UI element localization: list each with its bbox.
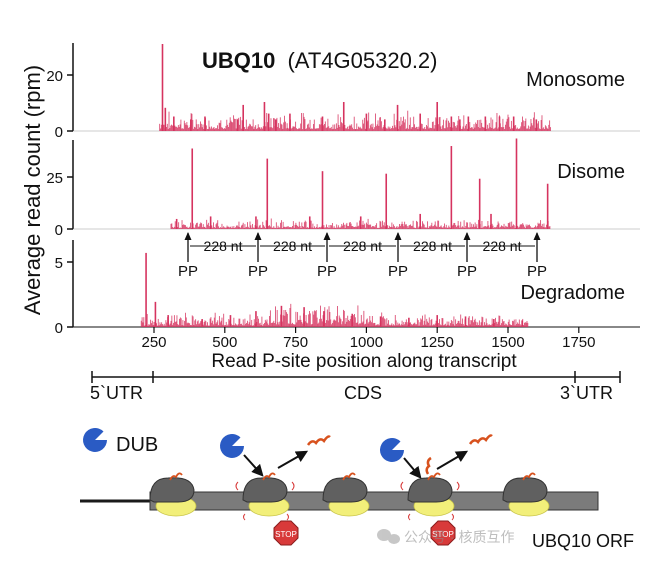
pp-label: PP (178, 263, 198, 280)
ubiquitin-chain (306, 435, 331, 446)
spacing-label: 228 nt (273, 238, 312, 254)
ytick-disome-0: 0 (55, 222, 63, 239)
x-tick-label: 1250 (421, 334, 454, 351)
pp-label: PP (388, 263, 408, 280)
x-tick-label: 1500 (491, 334, 524, 351)
spacing-label: 228 nt (413, 238, 452, 254)
title-gene: UBQ10 (202, 48, 275, 73)
x-axis-label: Read P-site position along transcript (211, 351, 517, 372)
transcript-regions: 5`UTR CDS 3`UTR (90, 371, 621, 403)
ubiquitin-chain (468, 434, 493, 445)
pp-label: PP (457, 263, 477, 280)
x-tick-label: 1750 (562, 334, 595, 351)
ribosome (149, 472, 197, 517)
ytick-monosome-0: 0 (55, 124, 63, 141)
pp-markers: PP PP PP PP PP PP 228 nt 228 nt 228 nt 228 nt 228 … (178, 232, 547, 280)
panel-label-disome: Disome (557, 161, 625, 183)
spacing-label: 228 nt (483, 238, 522, 254)
arrow (403, 457, 422, 479)
ytick-degradome-0: 0 (55, 320, 63, 337)
ytick-disome-25: 25 (46, 170, 63, 187)
schematic: DUB STOP STOP (80, 427, 634, 551)
watermark: 公众号 · 核质互作 (377, 529, 514, 545)
panel-label-degradome: Degradome (520, 282, 625, 304)
page-title: UBQ10 (AT4G05320.2) (202, 48, 438, 73)
dub-icon (220, 433, 244, 458)
x-tick-label: 750 (283, 334, 308, 351)
dub-icon (83, 427, 107, 452)
ytick-degradome-5: 5 (55, 255, 63, 272)
arrow (243, 454, 264, 477)
pp-label: PP (527, 263, 547, 280)
stop-sign: STOP (273, 520, 299, 546)
title-transcript: (AT4G05320.2) (287, 48, 437, 73)
watermark-text: 公众号 · 核质互作 (404, 529, 514, 545)
x-axis: 250 500 750 1000 1250 1500 1750 (141, 327, 595, 351)
ribosome (322, 472, 370, 517)
y-axis-label: Average read count (rpm) (20, 65, 45, 315)
spacing-label: 228 nt (343, 238, 382, 254)
ubiquitin-chain (425, 456, 432, 475)
stop-label: STOP (432, 530, 454, 539)
stop-label: STOP (275, 530, 297, 539)
panel-monosome: 0 20 Monosome (46, 43, 640, 141)
region-cds: CDS (344, 383, 382, 403)
region-5utr: 5`UTR (90, 383, 143, 403)
dub-label: DUB (116, 434, 158, 456)
panel-label-monosome: Monosome (526, 69, 625, 91)
disome-signal (170, 138, 551, 229)
ytick-monosome-20: 20 (46, 68, 63, 85)
degradome-signal (140, 252, 529, 327)
ribosome (502, 472, 550, 517)
x-tick-label: 1000 (350, 334, 383, 351)
ribosomes (149, 472, 550, 521)
pp-label: PP (248, 263, 268, 280)
region-3utr: 3`UTR (560, 383, 613, 403)
monosome-signal (159, 44, 551, 131)
panel-degradome: 0 5 Degradome (55, 240, 640, 337)
arrow (277, 450, 309, 469)
ribosome (400, 472, 460, 521)
orf-label: UBQ10 ORF (532, 531, 634, 551)
stop-sign: STOP (430, 520, 456, 546)
x-tick-label: 500 (212, 334, 237, 351)
dub-icon (380, 437, 404, 462)
ribosome (235, 472, 295, 521)
arrow (436, 450, 469, 470)
pp-label: PP (317, 263, 337, 280)
x-tick-label: 250 (141, 334, 166, 351)
panel-disome: 0 25 Disome (46, 138, 640, 239)
spacing-label: 228 nt (204, 238, 243, 254)
